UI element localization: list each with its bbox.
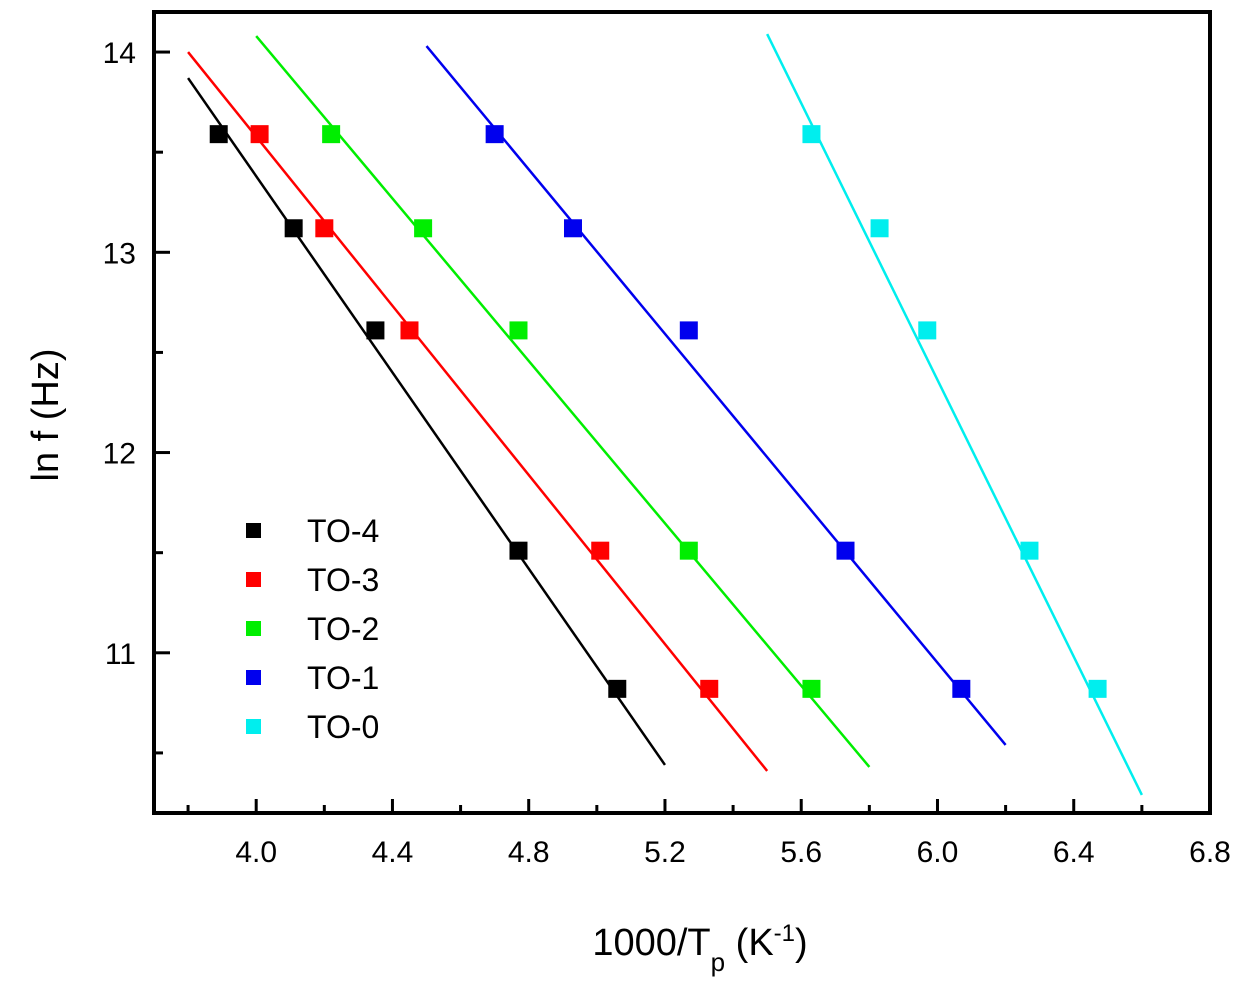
fit-line-to-3: [187, 51, 769, 772]
data-point-to-3: [700, 679, 719, 698]
x-tick-label: 6.8: [1189, 836, 1231, 869]
x-tick-label: 4.4: [372, 836, 414, 869]
data-point-to-0: [870, 219, 889, 238]
y-tick-label: 13: [103, 237, 136, 270]
x-axis-title-subscript: p: [711, 947, 725, 977]
data-point-to-3: [250, 125, 269, 144]
y-axis-ticks: 11 12 13 14: [103, 37, 170, 755]
data-point-to-2: [509, 321, 528, 340]
data-point-to-4: [608, 679, 627, 698]
y-tick-label: 14: [103, 37, 136, 70]
legend-swatch-to-3: [246, 572, 261, 587]
fit-line-to-0: [766, 33, 1143, 796]
data-point-to-3: [400, 321, 419, 340]
data-point-to-4: [284, 219, 303, 238]
data-point-to-1: [836, 541, 855, 560]
data-point-to-1: [952, 679, 971, 698]
fit-line-to-2: [255, 35, 871, 768]
fit-line-to-1: [425, 45, 1007, 746]
legend-label-to-3: TO-3: [307, 562, 379, 598]
data-point-to-2: [679, 541, 698, 560]
data-point-to-1: [563, 219, 582, 238]
legend: TO-4 TO-3 TO-2 TO-1 TO-0: [246, 513, 379, 745]
data-point-to-1: [485, 125, 504, 144]
data-point-to-4: [366, 321, 385, 340]
y-tick-label: 12: [103, 438, 136, 471]
legend-label-to-4: TO-4: [307, 513, 379, 549]
x-tick-label: 6.0: [917, 836, 959, 869]
legend-swatch-to-0: [246, 719, 261, 734]
legend-label-to-1: TO-1: [307, 660, 379, 696]
data-points: [209, 125, 1107, 698]
data-point-to-2: [414, 219, 433, 238]
data-point-to-4: [509, 541, 528, 560]
legend-swatch-to-4: [246, 523, 261, 538]
plot-frame: [152, 10, 1212, 815]
legend-label-to-0: TO-0: [307, 709, 379, 745]
data-point-to-0: [1088, 679, 1107, 698]
x-tick-label: 6.4: [1053, 836, 1095, 869]
data-point-to-0: [918, 321, 937, 340]
data-point-to-0: [1020, 541, 1039, 560]
data-point-to-3: [315, 219, 334, 238]
x-tick-label: 5.6: [780, 836, 822, 869]
data-point-to-3: [591, 541, 610, 560]
legend-swatch-to-2: [246, 621, 261, 636]
y-tick-label: 11: [105, 638, 136, 671]
y-axis-title: ln f (Hz): [25, 349, 67, 482]
data-point-to-1: [679, 321, 698, 340]
x-tick-label: 4.8: [508, 836, 550, 869]
data-point-to-2: [802, 679, 821, 698]
fit-lines: [187, 33, 1143, 796]
data-point-to-2: [322, 125, 341, 144]
data-point-to-4: [209, 125, 228, 144]
data-point-to-0: [802, 125, 821, 144]
x-axis-ticks: 4.0 4.4 4.8 5.2 5.6 6.0 6.4 6.8: [186, 799, 1231, 869]
legend-label-to-2: TO-2: [307, 611, 379, 647]
legend-swatch-to-1: [246, 670, 261, 685]
x-axis-title: 1000/Tp (K-1): [592, 920, 807, 977]
fit-line-to-4: [187, 77, 666, 766]
x-axis-title-superscript: -1: [774, 920, 795, 947]
x-tick-label: 4.0: [235, 836, 277, 869]
x-tick-label: 5.2: [644, 836, 686, 869]
